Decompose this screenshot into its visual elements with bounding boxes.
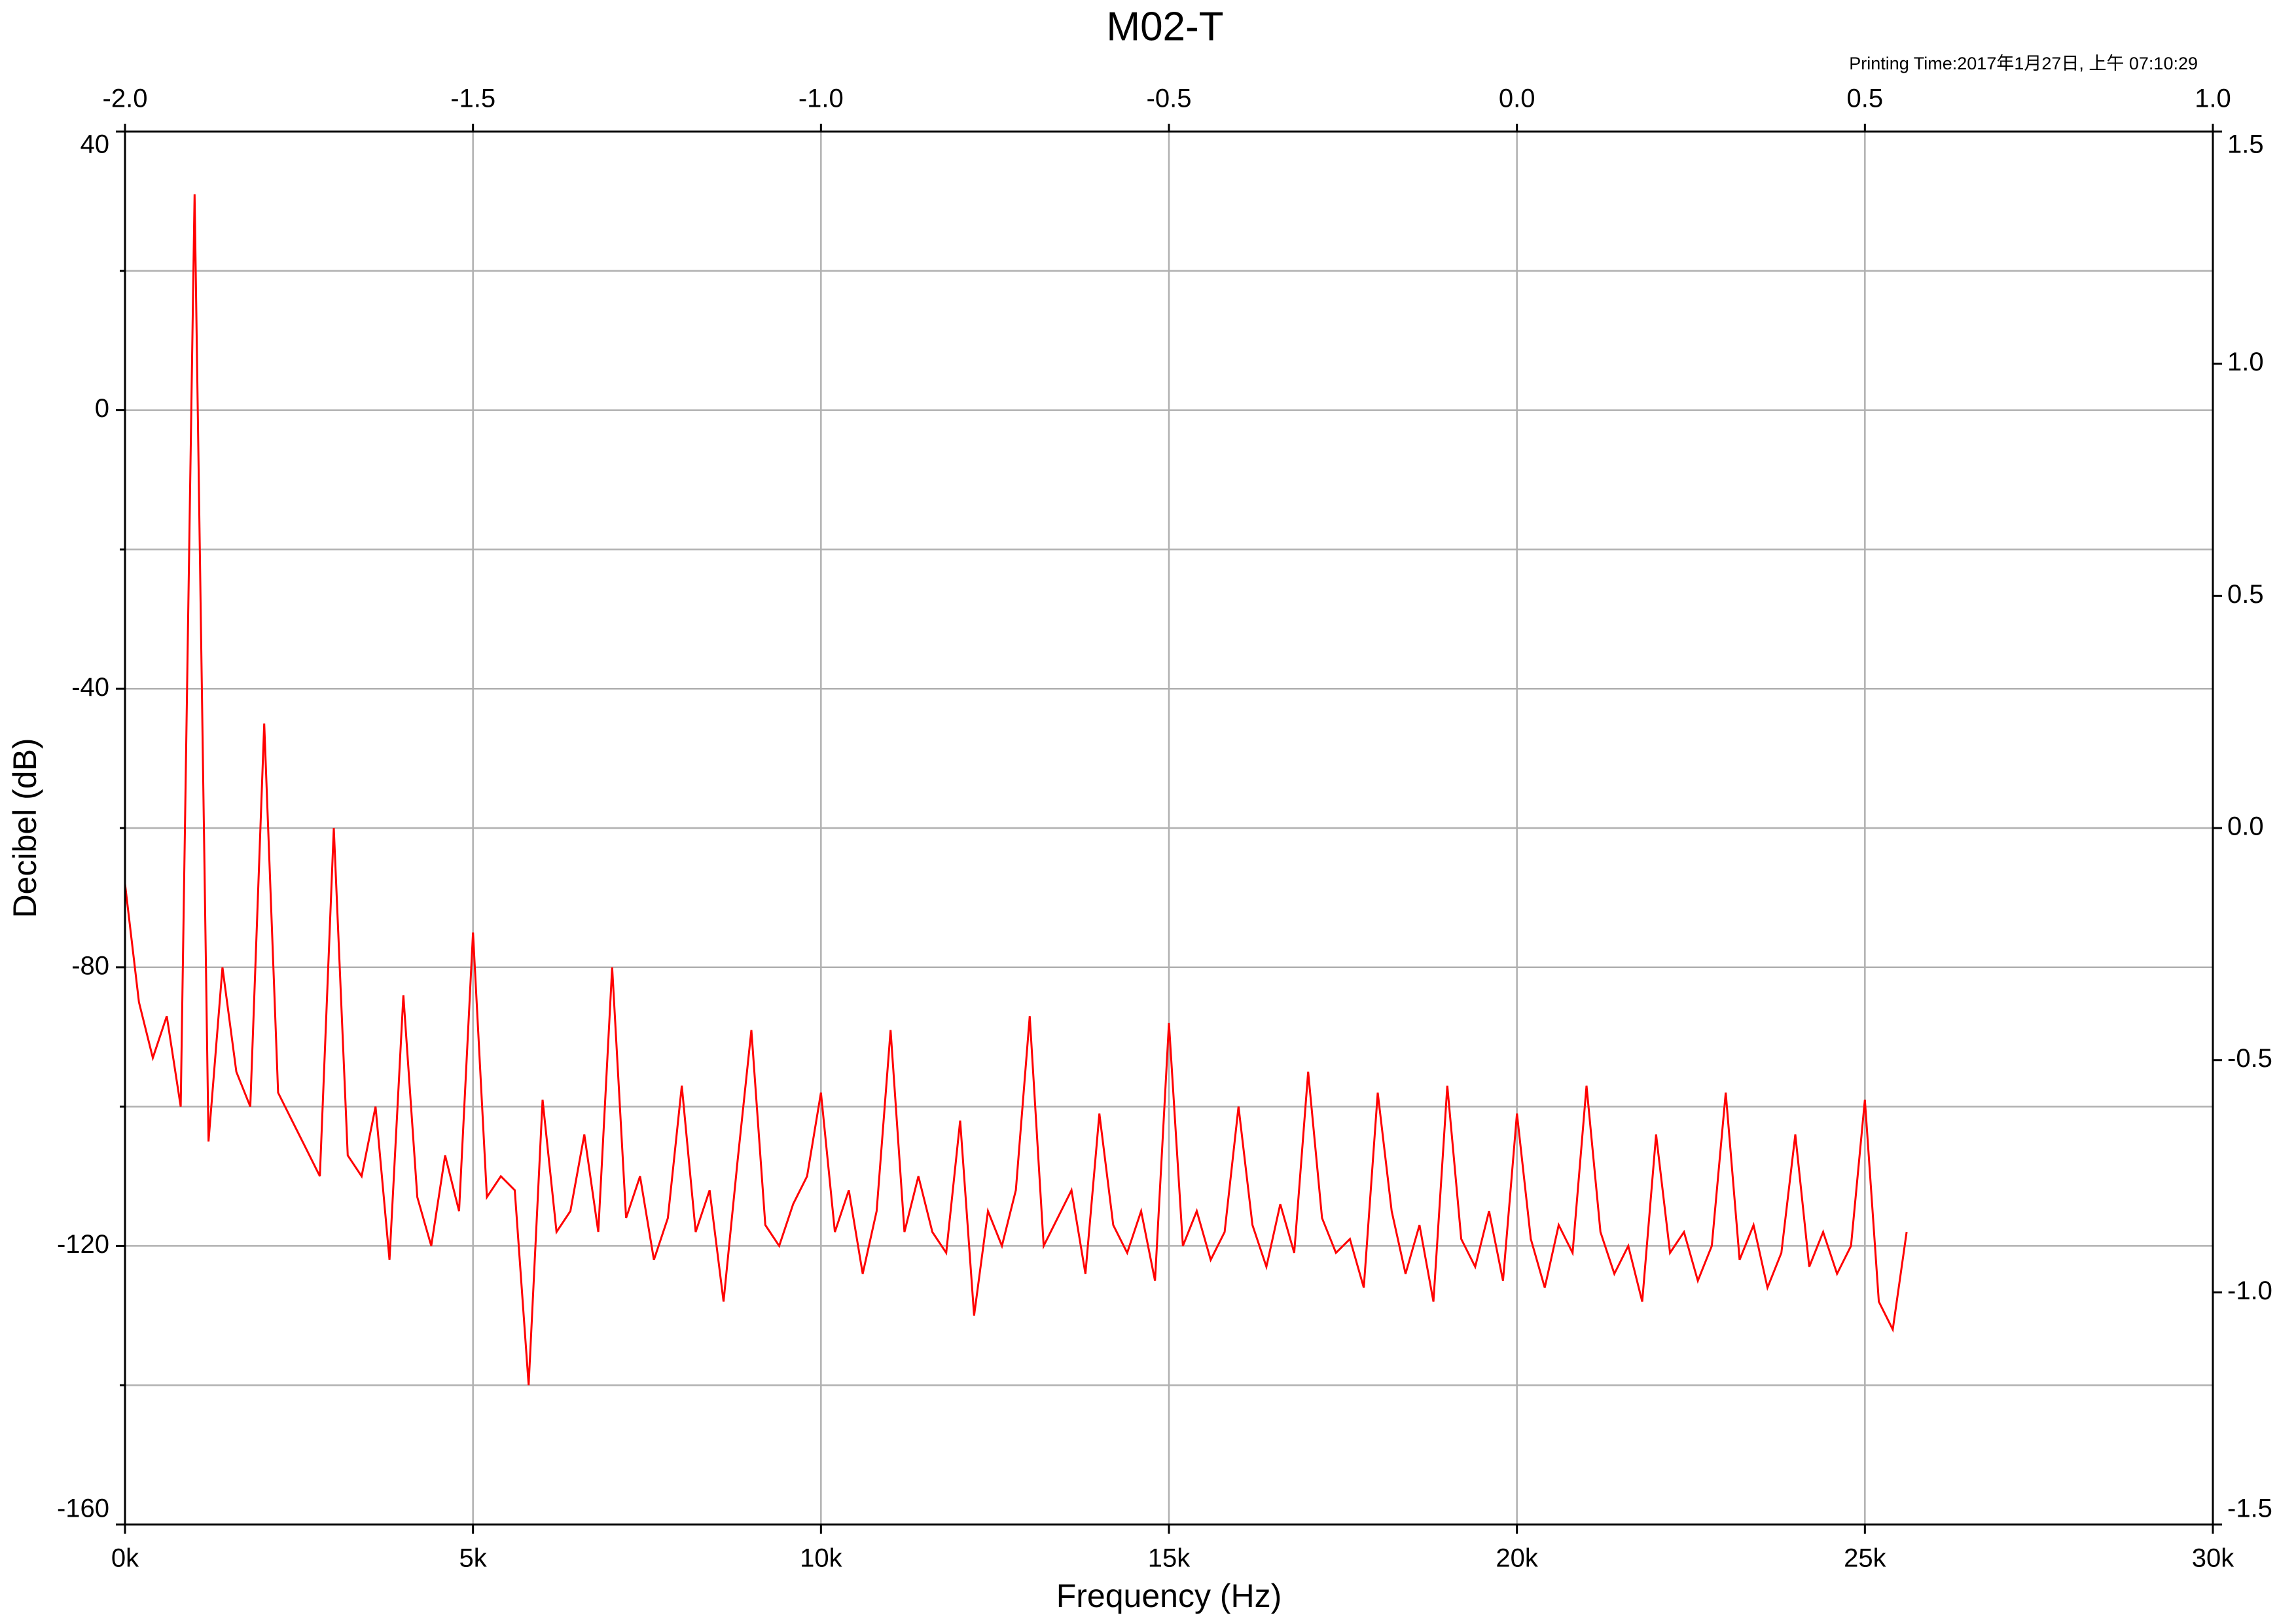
y2-tick-label: 0.5 — [2227, 580, 2264, 609]
x2-tick-label: 0.5 — [1847, 84, 1884, 113]
y-tick-label: 0 — [95, 394, 109, 423]
y2-tick-label: 1.0 — [2227, 348, 2264, 376]
y2-tick-label: -1.0 — [2227, 1276, 2272, 1305]
x-tick-label: 30k — [2192, 1544, 2234, 1573]
x-tick-label: 0k — [111, 1544, 139, 1573]
x-tick-label: 15k — [1148, 1544, 1191, 1573]
y-tick-label: -120 — [57, 1230, 109, 1259]
x-tick-label: 10k — [800, 1544, 842, 1573]
y2-tick-label: -1.5 — [2227, 1494, 2272, 1523]
y-tick-label: -80 — [71, 951, 109, 980]
y-tick-label: -40 — [71, 673, 109, 702]
x2-tick-label: -1.0 — [798, 84, 844, 113]
x-tick-label: 20k — [1496, 1544, 1538, 1573]
y-tick-label: 40 — [81, 130, 110, 159]
y2-tick-label: 1.5 — [2227, 130, 2264, 159]
x2-tick-label: 1.0 — [2195, 84, 2231, 113]
y-axis-label: Decibel (dB) — [7, 738, 43, 918]
printing-time: Printing Time:2017年1月27日, 上午 07:10:29 — [1849, 54, 2198, 73]
x-tick-label: 5k — [459, 1544, 488, 1573]
y2-tick-label: 0.0 — [2227, 812, 2264, 841]
x2-tick-label: -2.0 — [103, 84, 148, 113]
chart-title: M02-T — [1106, 4, 1223, 49]
x-axis-label: Frequency (Hz) — [1056, 1578, 1282, 1614]
x2-tick-label: -0.5 — [1147, 84, 1192, 113]
y2-tick-label: -0.5 — [2227, 1044, 2272, 1073]
y-tick-label: -160 — [57, 1494, 109, 1523]
x-tick-label: 25k — [1844, 1544, 1886, 1573]
x2-tick-label: -1.5 — [450, 84, 495, 113]
data-line — [124, 194, 1908, 1386]
x2-tick-label: 0.0 — [1499, 84, 1535, 113]
